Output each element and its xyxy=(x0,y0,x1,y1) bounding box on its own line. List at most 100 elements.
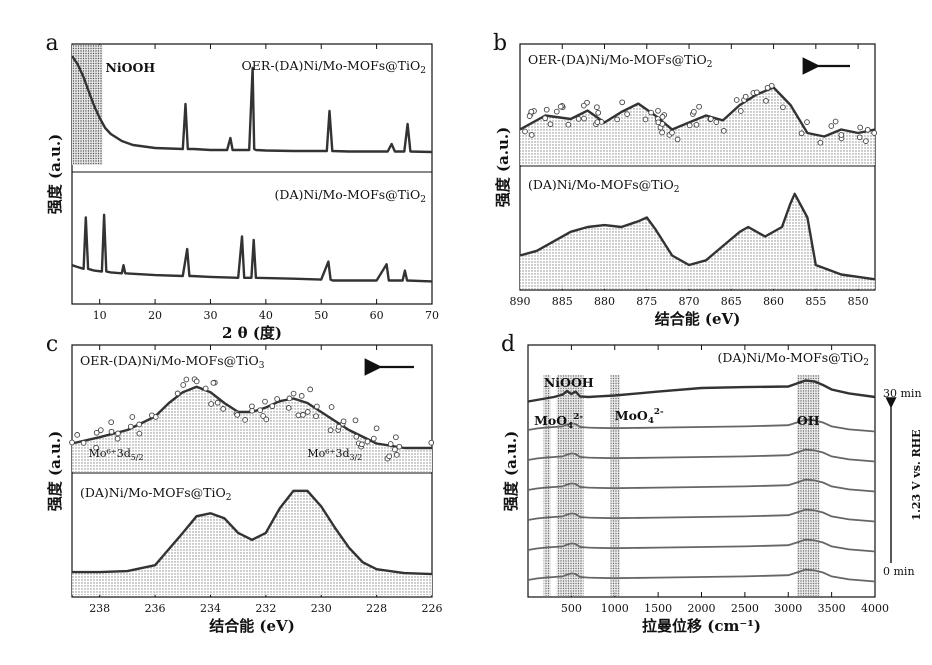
data-point xyxy=(542,115,548,122)
data-point xyxy=(547,121,554,128)
panel-label: d xyxy=(501,332,515,357)
data-point xyxy=(857,124,864,131)
data-point xyxy=(210,380,217,386)
data-point xyxy=(220,406,227,412)
x-tick-label: 885 xyxy=(552,295,573,308)
series-label-pristine: (DA)Ni/Mo-MOFs@TiO2 xyxy=(275,187,426,205)
data-point xyxy=(543,106,550,113)
data-point xyxy=(314,403,320,410)
data-point xyxy=(392,446,398,453)
data-point xyxy=(353,433,360,440)
data-point xyxy=(127,423,134,430)
data-point xyxy=(780,104,786,111)
data-point xyxy=(263,416,270,423)
data-point xyxy=(817,139,824,146)
data-point xyxy=(686,122,693,129)
panel-a: 10 20 30 40 50 60 70 2 θ (度) 强度 (a.u.) a NiOOH OER-… xyxy=(45,31,439,342)
data-point xyxy=(763,98,769,104)
data-point xyxy=(74,432,81,438)
x-tick-label: 500 xyxy=(561,602,582,615)
x-tick-label: 10 xyxy=(93,309,107,322)
data-point xyxy=(528,132,535,138)
x-axis-label: 拉曼位移 (cm⁻¹) xyxy=(642,617,761,635)
data-point xyxy=(565,121,572,128)
data-point xyxy=(580,102,587,109)
y-axis-label: 强度 (a.u.) xyxy=(46,134,64,215)
data-point xyxy=(257,407,263,414)
data-point xyxy=(304,409,311,415)
data-point xyxy=(856,134,863,141)
data-point xyxy=(737,108,744,114)
x-tick-label: 1000 xyxy=(601,602,629,615)
panel-c: 238 236 234 232 230 228 226 结合能 (eV) 强度 (a.u.) c O… xyxy=(46,332,443,635)
band-label-oh: OH xyxy=(797,413,820,428)
raman-curve xyxy=(527,538,876,553)
data-point xyxy=(428,439,435,446)
data-point xyxy=(674,136,681,143)
data-point xyxy=(581,115,587,122)
x-tick-label: 2500 xyxy=(731,602,759,615)
x-tick-label: 855 xyxy=(805,295,826,308)
data-point xyxy=(180,382,187,388)
data-point xyxy=(370,435,377,442)
time-label-bottom: 0 min xyxy=(883,565,915,578)
x-tick-label: 20 xyxy=(148,309,162,322)
x-tick-label: 850 xyxy=(848,295,869,308)
series-line-pristine xyxy=(72,489,433,576)
data-point xyxy=(594,104,600,111)
data-point xyxy=(753,89,760,96)
data-point xyxy=(642,116,649,123)
x-axis-label: 结合能 (eV) xyxy=(209,617,295,635)
data-point xyxy=(720,128,727,134)
x-tick-label: 3000 xyxy=(774,602,802,615)
data-point xyxy=(108,428,115,435)
data-point xyxy=(659,129,665,136)
band-label-moo4: MoO42- xyxy=(615,407,664,426)
data-point xyxy=(352,417,359,424)
panel-b: 890 885 880 875 870 865 860 855 850 结合能 (eV) 强度 (a… xyxy=(493,31,878,328)
data-point xyxy=(307,386,314,393)
x-tick-label: 870 xyxy=(679,295,700,308)
data-point xyxy=(863,138,869,144)
x-tick-label: 1500 xyxy=(644,602,672,615)
data-point xyxy=(115,430,121,437)
data-point xyxy=(373,425,380,432)
data-point xyxy=(619,99,626,106)
panel-label: a xyxy=(45,31,58,56)
data-point xyxy=(80,440,87,446)
data-point xyxy=(295,412,302,419)
data-point xyxy=(595,109,602,116)
data-point xyxy=(286,395,293,402)
panel-label: c xyxy=(46,332,58,357)
data-point xyxy=(108,419,115,426)
band-label-moo4: MoO42- xyxy=(534,412,583,431)
data-point xyxy=(693,121,700,128)
raman-curve xyxy=(527,568,876,583)
data-point xyxy=(129,414,136,420)
panel-d-title: (DA)Ni/Mo-MOFs@TiO2 xyxy=(718,350,869,368)
raman-curve xyxy=(527,379,876,403)
data-point xyxy=(242,417,248,423)
data-point xyxy=(659,114,666,120)
data-point xyxy=(764,84,771,91)
data-point xyxy=(114,435,121,442)
data-point xyxy=(69,439,75,446)
data-point xyxy=(828,123,835,129)
data-point xyxy=(386,453,393,460)
x-tick-label: 30 xyxy=(203,309,217,322)
raman-curve xyxy=(527,508,876,523)
x-tick-label: 865 xyxy=(721,295,742,308)
data-point xyxy=(624,111,630,117)
data-point xyxy=(526,113,533,119)
data-point xyxy=(202,385,209,392)
plot-frame xyxy=(519,43,876,291)
data-point xyxy=(298,393,305,399)
data-point xyxy=(713,119,720,125)
raman-band xyxy=(796,375,820,596)
series-label-oer: OER-(DA)Ni/Mo-MOFs@TiO2 xyxy=(242,58,426,76)
x-tick-label: 228 xyxy=(366,602,387,615)
series-fill xyxy=(520,193,875,289)
data-point xyxy=(655,107,661,114)
series-label-oer: OER-(DA)Ni/Mo-MOFs@TiO3 xyxy=(80,353,265,371)
